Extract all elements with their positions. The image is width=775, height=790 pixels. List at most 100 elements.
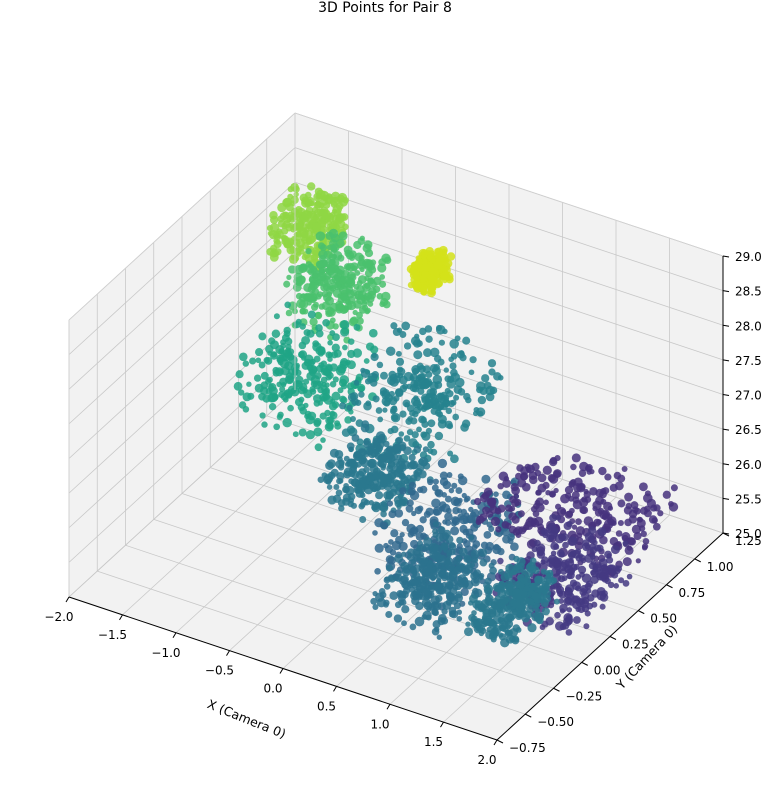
point — [347, 500, 355, 508]
point — [598, 558, 608, 567]
point — [347, 349, 356, 359]
point — [271, 393, 279, 401]
point — [428, 603, 436, 611]
point — [488, 525, 495, 533]
point — [622, 580, 630, 587]
point — [422, 446, 429, 453]
point — [393, 614, 403, 623]
point — [440, 403, 448, 411]
point — [323, 395, 334, 405]
point — [497, 557, 504, 565]
point — [415, 532, 425, 541]
point — [336, 477, 343, 485]
point — [349, 250, 357, 258]
point-cluster-1 — [266, 182, 349, 272]
point — [242, 406, 250, 413]
point — [322, 318, 330, 327]
point — [568, 568, 575, 576]
point — [307, 182, 316, 191]
point — [601, 512, 610, 521]
point — [376, 292, 384, 300]
point — [413, 555, 420, 562]
point — [272, 366, 280, 374]
point — [337, 464, 345, 471]
point — [609, 536, 619, 546]
tick-mark — [386, 703, 391, 710]
point — [494, 508, 501, 514]
point — [419, 516, 427, 524]
point — [285, 237, 295, 247]
point — [565, 614, 573, 621]
tick-mark — [172, 632, 177, 639]
point — [314, 311, 322, 319]
point — [284, 301, 292, 309]
point — [382, 407, 388, 413]
point — [379, 301, 386, 308]
point — [428, 571, 438, 581]
point — [621, 466, 628, 472]
point — [435, 489, 444, 498]
point — [465, 621, 471, 627]
point — [387, 574, 395, 581]
point — [484, 577, 492, 585]
point — [481, 474, 491, 484]
point — [287, 211, 294, 218]
y-tick-label: 0.50 — [650, 612, 677, 626]
point — [278, 391, 286, 399]
point — [498, 611, 505, 618]
point — [440, 542, 449, 551]
point — [493, 491, 499, 497]
point — [442, 600, 452, 610]
point — [599, 535, 608, 545]
point — [441, 574, 449, 582]
point — [296, 221, 305, 229]
point — [340, 292, 348, 301]
point — [392, 443, 401, 452]
point — [343, 455, 350, 462]
point — [555, 621, 565, 631]
pane-edge — [68, 112, 296, 321]
point — [473, 497, 482, 506]
point — [625, 502, 633, 510]
point — [458, 547, 468, 557]
point — [670, 484, 678, 492]
point — [418, 381, 427, 390]
point — [360, 498, 369, 506]
point — [385, 564, 393, 572]
point — [575, 585, 582, 592]
point — [440, 253, 449, 262]
point — [446, 252, 456, 261]
point — [313, 400, 321, 407]
point — [571, 453, 581, 463]
point — [367, 475, 375, 482]
tick-mark — [525, 713, 532, 718]
point — [504, 572, 513, 581]
point — [410, 539, 419, 549]
point — [553, 598, 560, 605]
y-tick-label: 0.00 — [594, 663, 621, 677]
point — [283, 330, 291, 338]
grid-line — [68, 285, 296, 494]
point — [450, 520, 458, 527]
tick-mark — [666, 584, 673, 589]
z-tick-label: 25.5 — [735, 492, 762, 506]
point — [312, 342, 322, 352]
point — [403, 342, 412, 350]
point — [418, 551, 425, 557]
point — [662, 490, 671, 499]
point — [337, 387, 344, 394]
z-tick-label: 26.0 — [735, 458, 762, 472]
point — [597, 507, 605, 515]
point — [478, 548, 488, 557]
point — [399, 410, 407, 418]
point — [418, 415, 426, 424]
point — [330, 201, 338, 208]
point — [421, 557, 429, 564]
point — [583, 623, 590, 630]
point — [429, 347, 440, 358]
point — [600, 487, 607, 495]
point — [408, 481, 417, 490]
point — [374, 567, 381, 575]
point — [354, 269, 361, 276]
point — [324, 194, 334, 204]
